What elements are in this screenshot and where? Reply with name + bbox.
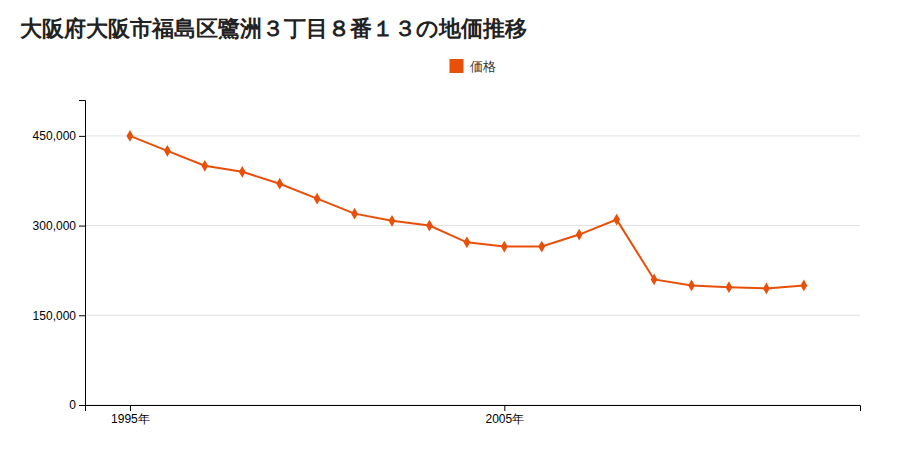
series-group: [127, 130, 808, 294]
marker: [463, 236, 470, 248]
tick-mark: [79, 405, 85, 406]
title: 大阪府大阪市福島区鷺洲３丁目８番１３の地価推移: [20, 16, 527, 41]
marker: [127, 130, 134, 142]
tick-label: 300,000: [33, 219, 77, 233]
tick-mark: [504, 405, 505, 411]
line: [130, 136, 804, 289]
marker: [576, 229, 583, 241]
tick-label: 150,000: [33, 309, 77, 323]
marker: [201, 160, 208, 172]
tick-label: 0: [69, 398, 76, 412]
tick-label: 450,000: [33, 129, 77, 143]
marker: [613, 214, 620, 226]
marker: [276, 178, 283, 190]
grid-line: [85, 135, 860, 136]
tick: 2005年: [485, 405, 524, 426]
marker: [688, 280, 695, 292]
tick-mark: [130, 405, 131, 411]
marker: [651, 274, 658, 286]
legend: 価格: [450, 59, 496, 74]
tick: 0: [69, 398, 85, 412]
grid-line: [85, 225, 860, 226]
tick-label: 2005年: [485, 412, 524, 426]
marker: [164, 145, 171, 157]
marker: [426, 220, 433, 232]
marker: [314, 193, 321, 205]
tick: 1995年: [111, 405, 150, 426]
marker: [726, 281, 733, 293]
y-axis: 0 150,000 300,000 450,000: [33, 101, 86, 413]
marker: [763, 282, 770, 294]
plot-area: 1995年 2005年 0 150,000 300,000 450,000: [33, 101, 861, 426]
tick-mark: [79, 136, 85, 137]
grid-line: [85, 315, 860, 316]
axis-line: [86, 406, 861, 412]
tick: 300,000: [33, 219, 85, 233]
marker: [538, 241, 545, 253]
axis-line: [79, 101, 86, 406]
marker: [239, 166, 246, 178]
legend-label: 価格: [470, 59, 496, 74]
marker: [351, 208, 358, 220]
marker: [389, 215, 396, 227]
legend-item: 価格: [450, 59, 496, 74]
tick: 450,000: [33, 129, 85, 143]
grid: [85, 136, 860, 405]
legend-swatch: [450, 59, 464, 73]
marker: [501, 241, 508, 253]
tick-mark: [79, 315, 85, 316]
x-axis: 1995年 2005年: [86, 405, 861, 426]
tick-mark: [79, 226, 85, 227]
tick: 150,000: [33, 309, 85, 323]
chart: 大阪府大阪市福島区鷺洲３丁目８番１３の地価推移 1995年 2005年 0 150,00…: [0, 0, 900, 450]
marker: [800, 280, 807, 292]
tick-label: 1995年: [111, 412, 150, 426]
